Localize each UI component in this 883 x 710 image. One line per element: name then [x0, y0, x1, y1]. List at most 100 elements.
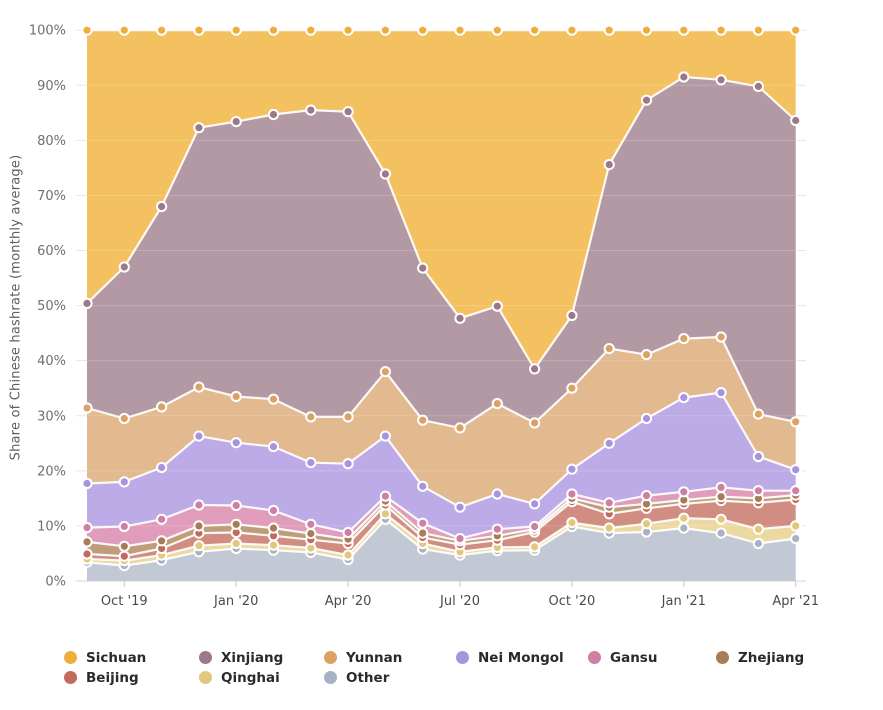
data-point-xinjiang — [417, 262, 429, 274]
data-point-qinghai — [342, 549, 354, 561]
data-point-zhejiang — [417, 527, 429, 539]
boundary-line-xinjiang — [86, 75, 797, 370]
boundary-line-qinghai — [86, 512, 796, 562]
legend-item-other[interactable]: Other — [324, 669, 456, 686]
data-point-qinghai — [678, 512, 690, 524]
data-point-yunnan — [267, 393, 280, 405]
legend-item-zhejiang[interactable]: Zhejiang — [716, 649, 866, 666]
x-tick-label: Jan '20 — [213, 594, 258, 609]
legend-marker-zhejiang — [716, 651, 729, 664]
data-point-qinghai — [529, 541, 541, 553]
data-point-xinjiang — [454, 312, 466, 324]
data-point-sichuan — [417, 24, 429, 36]
data-point-xinjiang — [752, 80, 765, 93]
y-tick-label: 60% — [37, 244, 66, 259]
data-point-xinjiang — [379, 168, 391, 180]
y-tick-label: 50% — [37, 299, 66, 314]
legend-label: Qinghai — [221, 669, 280, 686]
data-point-xinjiang — [118, 261, 130, 273]
data-point-xinjiang — [529, 363, 541, 375]
boundary-line-nei-mongol — [86, 391, 797, 509]
data-point-yunnan — [156, 401, 168, 413]
data-point-sichuan — [529, 24, 541, 36]
data-point-nei-mongol — [640, 412, 653, 425]
legend-marker-sichuan — [64, 651, 77, 664]
legend-item-beijing[interactable]: Beijing — [64, 669, 199, 686]
y-tick-label: 20% — [37, 464, 66, 479]
data-point-qinghai — [752, 523, 765, 535]
data-point-yunnan — [230, 390, 242, 403]
data-point-yunnan — [379, 366, 391, 378]
legend-item-qinghai[interactable]: Qinghai — [199, 669, 324, 686]
data-point-gansu — [118, 520, 130, 533]
legend-item-sichuan[interactable]: Sichuan — [64, 649, 199, 666]
data-point-yunnan — [566, 382, 578, 394]
data-point-xinjiang — [715, 74, 727, 86]
x-tick-label: Jul '20 — [439, 594, 480, 609]
data-point-qinghai — [640, 518, 653, 530]
data-point-yunnan — [454, 422, 466, 434]
data-point-gansu — [267, 504, 280, 517]
area-band-xinjiang — [87, 77, 796, 428]
legend-label: Gansu — [610, 649, 658, 666]
data-point-sichuan — [640, 24, 653, 36]
data-point-nei-mongol — [305, 457, 317, 469]
legend-marker-beijing — [64, 671, 77, 684]
data-point-gansu — [156, 513, 168, 525]
data-point-xinjiang — [230, 116, 242, 128]
legend-item-xinjiang[interactable]: Xinjiang — [199, 649, 324, 666]
data-point-gansu — [379, 490, 391, 502]
data-point-sichuan — [566, 24, 578, 36]
data-point-nei-mongol — [715, 387, 727, 399]
data-point-qinghai — [193, 540, 205, 552]
area-band-gansu — [87, 487, 796, 547]
data-point-nei-mongol — [230, 437, 242, 449]
legend-item-nei-mongol[interactable]: Nei Mongol — [456, 649, 588, 666]
legend-item-yunnan[interactable]: Yunnan — [324, 649, 456, 666]
data-point-yunnan — [118, 412, 130, 425]
data-point-gansu — [417, 517, 429, 529]
data-point-gansu — [454, 533, 466, 545]
legend-label: Other — [346, 669, 390, 686]
x-tick-label: Apr '21 — [772, 594, 819, 609]
data-point-nei-mongol — [81, 477, 93, 490]
data-point-nei-mongol — [417, 480, 429, 492]
data-point-yunnan — [678, 333, 690, 345]
data-point-xinjiang — [267, 108, 280, 121]
data-point-sichuan — [156, 24, 168, 36]
data-point-nei-mongol — [156, 461, 168, 474]
data-point-xinjiang — [640, 94, 653, 106]
data-point-yunnan — [640, 349, 653, 361]
data-point-sichuan — [678, 24, 690, 36]
data-point-nei-mongol — [342, 458, 354, 470]
legend-label: Beijing — [86, 669, 139, 686]
data-point-yunnan — [305, 411, 317, 423]
data-point-xinjiang — [678, 71, 690, 83]
data-point-zhejiang — [305, 528, 317, 540]
data-point-sichuan — [752, 24, 765, 36]
area-band-other — [87, 519, 796, 581]
legend-item-gansu[interactable]: Gansu — [588, 649, 716, 666]
legend-marker-other — [324, 671, 337, 684]
area-band-yunnan — [87, 337, 796, 508]
data-point-gansu — [305, 518, 317, 530]
data-point-nei-mongol — [193, 430, 205, 442]
x-tick-label: Oct '20 — [549, 594, 596, 609]
data-point-sichuan — [715, 24, 727, 36]
data-point-yunnan — [603, 343, 615, 355]
data-point-beijing — [81, 548, 93, 560]
data-point-gansu — [491, 523, 503, 535]
data-point-yunnan — [529, 417, 541, 429]
data-point-nei-mongol — [752, 450, 765, 463]
data-point-gansu — [640, 490, 653, 502]
data-point-gansu — [715, 481, 727, 493]
data-point-xinjiang — [81, 297, 93, 309]
data-point-nei-mongol — [529, 498, 541, 510]
data-point-nei-mongol — [603, 437, 615, 449]
y-tick-label: 10% — [37, 519, 66, 534]
y-axis-labels: 0% 10% 20% 30% 40% 50% 60% 70% 80% 90% 100% — [29, 24, 66, 590]
data-point-gansu — [678, 486, 690, 498]
data-point-yunnan — [491, 398, 503, 410]
data-point-other — [790, 533, 802, 545]
